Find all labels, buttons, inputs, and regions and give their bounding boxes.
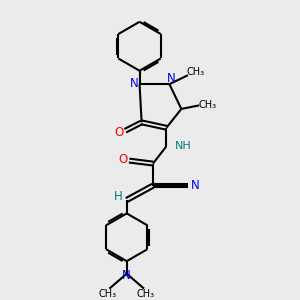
Text: CH₃: CH₃	[99, 289, 117, 299]
Text: N: N	[130, 77, 139, 90]
Text: CH₃: CH₃	[199, 100, 217, 110]
Text: N: N	[190, 179, 199, 192]
Text: N: N	[122, 269, 131, 282]
Text: CH₃: CH₃	[136, 289, 154, 299]
Text: H: H	[114, 190, 123, 203]
Text: NH: NH	[176, 141, 192, 151]
Text: N: N	[167, 72, 175, 85]
Text: O: O	[115, 126, 124, 139]
Text: CH₃: CH₃	[187, 67, 205, 77]
Text: O: O	[118, 154, 127, 166]
